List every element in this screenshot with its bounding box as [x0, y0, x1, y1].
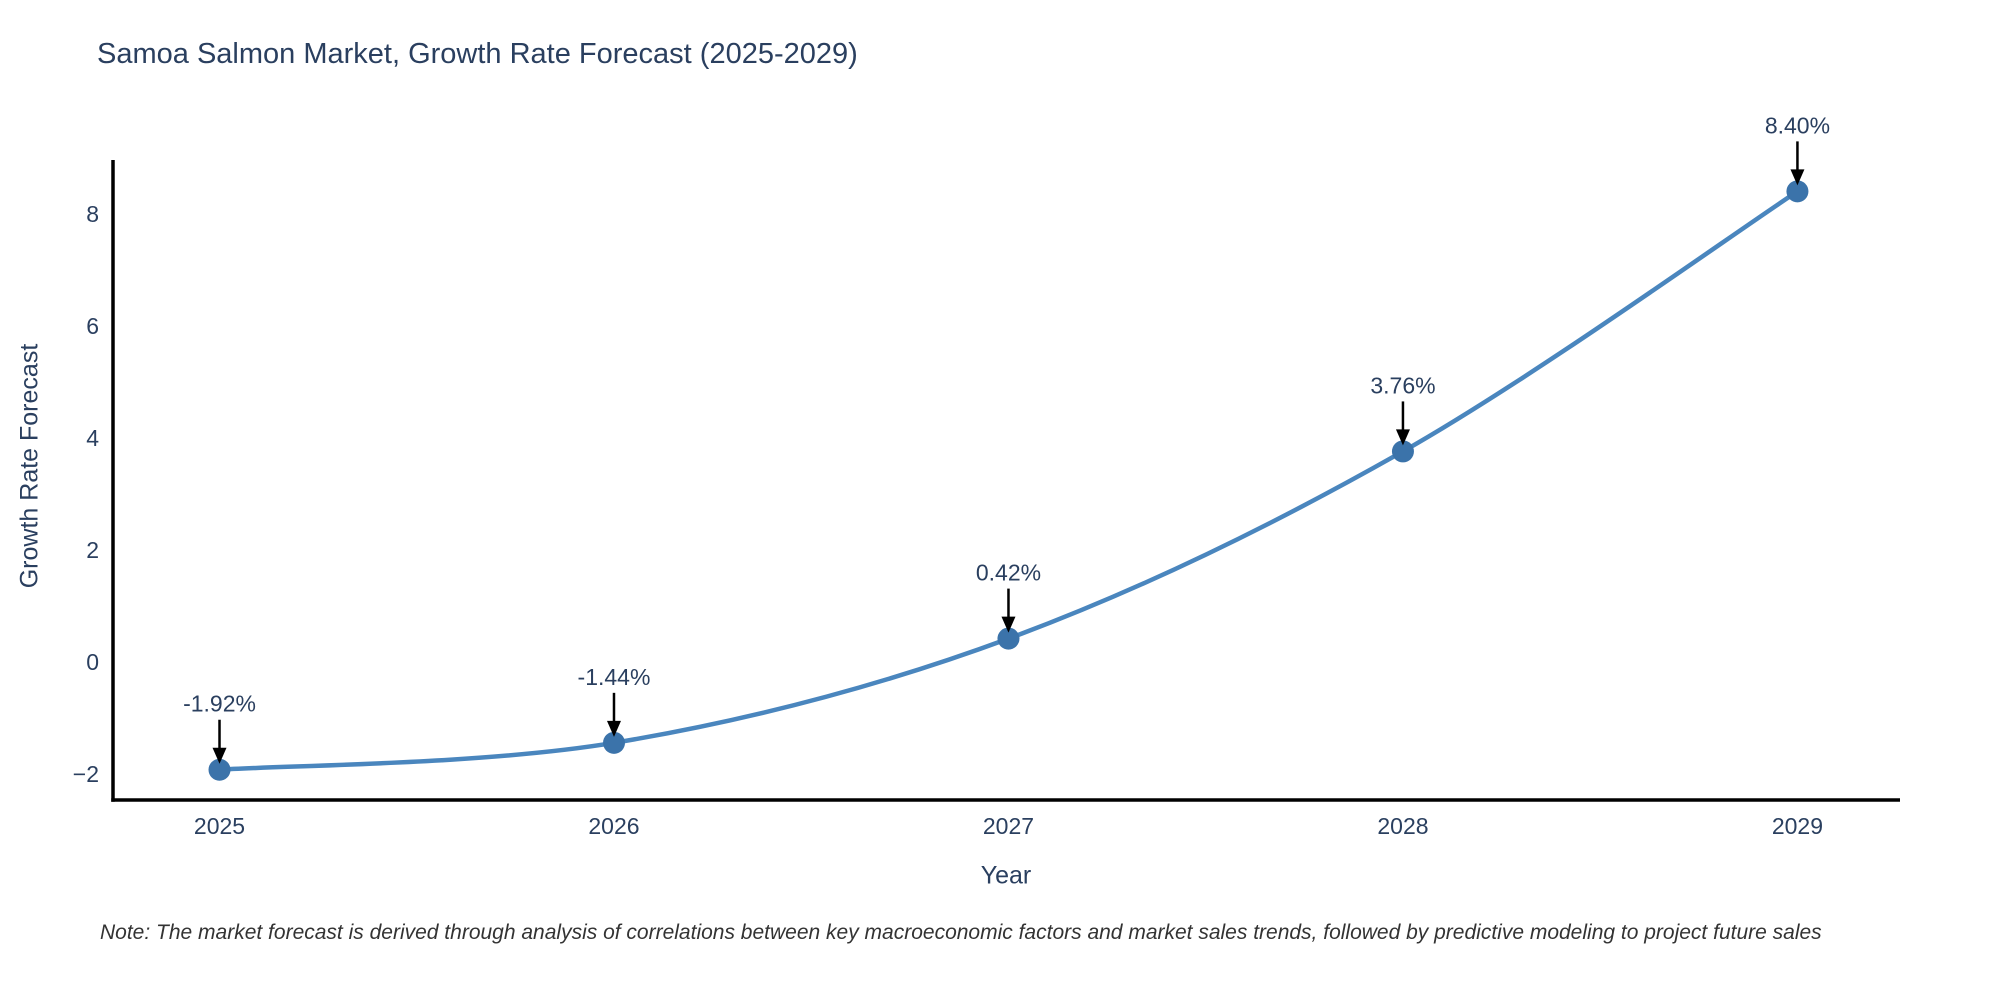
annotation-arrowhead-icon — [1790, 169, 1805, 186]
x-tick-label: 2027 — [983, 813, 1034, 839]
y-tick-label: 0 — [86, 649, 99, 675]
point-annotations: -1.92% -1.44% 0.42% 3.76% 8.40% — [183, 112, 1830, 764]
annotation-label: -1.92% — [183, 691, 256, 717]
x-axis-title: Year — [980, 861, 1032, 890]
data-point-marker[interactable] — [1391, 440, 1414, 463]
annotation-label: 8.40% — [1765, 112, 1830, 138]
x-tick-label: 2026 — [588, 813, 639, 839]
growth-rate-line — [217, 189, 1800, 772]
annotation-label: 3.76% — [1370, 372, 1435, 398]
y-tick-label: −2 — [73, 761, 99, 787]
annotation-arrowhead-icon — [1395, 429, 1410, 446]
annotation-arrowhead-icon — [606, 720, 621, 737]
annotation-label: -1.44% — [578, 664, 651, 690]
x-tick-label: 2028 — [1377, 813, 1428, 839]
annotation-label: 0.42% — [976, 560, 1041, 586]
y-tick-label: 8 — [86, 201, 99, 227]
series-growth-rate[interactable] — [208, 180, 1809, 781]
data-point-marker[interactable] — [997, 627, 1020, 650]
data-point-marker[interactable] — [208, 758, 231, 781]
y-axis-title: Growth Rate Forecast — [15, 343, 44, 589]
footnote: Note: The market forecast is derived thr… — [100, 921, 1822, 944]
y-tick-label: 6 — [86, 313, 99, 339]
chart-title: Samoa Salmon Market, Growth Rate Forecas… — [97, 38, 858, 70]
annotation-arrowhead-icon — [212, 747, 227, 764]
x-tick-label: 2029 — [1772, 813, 1823, 839]
data-point-marker[interactable] — [1786, 180, 1809, 203]
y-tick-label: 2 — [86, 537, 99, 563]
x-tick-label: 2025 — [194, 813, 245, 839]
data-point-marker[interactable] — [602, 731, 625, 754]
axes — [111, 160, 1900, 802]
y-tick-label: 4 — [86, 425, 99, 451]
tick-labels: −2 0 2 4 6 8 2025 2026 2027 2028 2029 — [73, 201, 1823, 839]
annotation-arrowhead-icon — [1001, 616, 1016, 633]
